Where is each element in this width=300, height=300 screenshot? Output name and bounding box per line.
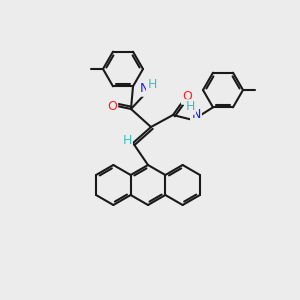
Text: H: H	[122, 134, 132, 148]
Text: O: O	[182, 91, 192, 103]
Text: N: N	[191, 109, 201, 122]
Text: H: H	[185, 100, 195, 113]
Text: O: O	[107, 100, 117, 112]
Text: N: N	[139, 82, 149, 95]
Text: H: H	[147, 79, 157, 92]
